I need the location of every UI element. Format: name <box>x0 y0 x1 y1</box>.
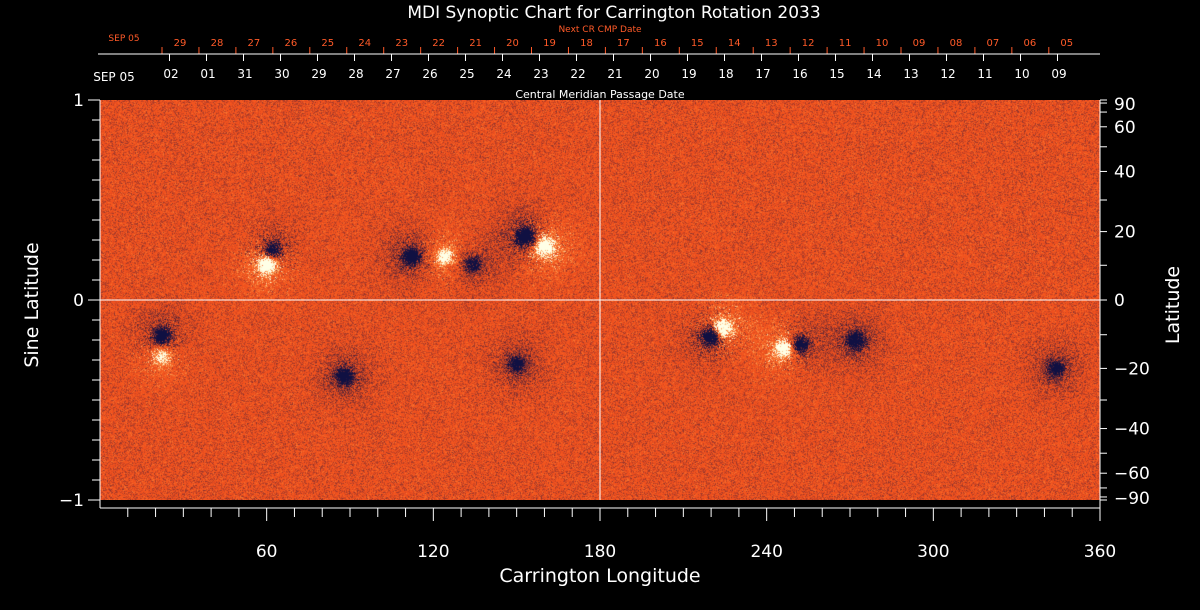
chart-title: MDI Synoptic Chart for Carrington Rotati… <box>407 3 820 23</box>
cmp-date-label: 26 <box>422 67 437 81</box>
next-cmp-date-label: 18 <box>580 38 593 49</box>
next-cmp-date-label: 20 <box>506 38 519 49</box>
cmp-axis-title: Central Meridian Passage Date <box>515 88 684 101</box>
cmp-date-label: 24 <box>496 67 511 81</box>
next-cmp-date-label: 11 <box>839 38 852 49</box>
cmp-date-label: 28 <box>348 67 363 81</box>
cmp-date-label: 22 <box>570 67 585 81</box>
cmp-date-label: 29 <box>311 67 326 81</box>
cmp-date-label: 02 <box>163 67 178 81</box>
next-cmp-date-label: 14 <box>728 38 741 49</box>
cmp-date-label: 20 <box>644 67 659 81</box>
next-cmp-date-label: 26 <box>284 38 297 49</box>
next-cmp-date-label: 25 <box>321 38 334 49</box>
cmp-date-label: 23 <box>533 67 548 81</box>
cmp-date-label: 19 <box>681 67 696 81</box>
next-cmp-date-label: 17 <box>617 38 630 49</box>
next-cmp-date-label: 13 <box>765 38 778 49</box>
y-right-tick-label: 20 <box>1114 223 1136 243</box>
next-cmp-date-label: 22 <box>432 38 445 49</box>
next-cmp-date-label: 15 <box>691 38 704 49</box>
y-right-tick-label: −60 <box>1114 464 1150 484</box>
cmp-date-label: 15 <box>829 67 844 81</box>
cmp-date-label: 17 <box>755 67 770 81</box>
cmp-date-label: 31 <box>237 67 252 81</box>
cmp-date-label: 25 <box>459 67 474 81</box>
next-cmp-date-label: 10 <box>876 38 889 49</box>
y-left-tick-label: 1 <box>73 91 84 111</box>
y-right-tick-label: −90 <box>1114 489 1150 509</box>
next-cmp-date-label: 23 <box>395 38 408 49</box>
x-axis-label: Carrington Longitude <box>499 565 700 587</box>
cmp-start-label: SEP 05 <box>93 70 135 84</box>
next-cmp-date-label: 27 <box>248 38 261 49</box>
cmp-date-label: 18 <box>718 67 733 81</box>
x-tick-label: 120 <box>417 542 449 562</box>
x-tick-label: 240 <box>750 542 782 562</box>
x-tick-label: 300 <box>917 542 949 562</box>
cmp-axis: 02 01 31 30 29 28 27 26 25 24 23 22 21 20 19 18 17 16 15 14… <box>98 53 1100 81</box>
cmp-date-label: 16 <box>792 67 807 81</box>
y-right-tick-label: 90 <box>1114 95 1136 115</box>
next-cmp-date-label: 29 <box>174 38 187 49</box>
x-tick-label: 60 <box>256 542 278 562</box>
cmp-date-label: 21 <box>607 67 622 81</box>
x-tick-label: 360 <box>1084 542 1116 562</box>
cmp-date-label: 11 <box>977 67 992 81</box>
next-cmp-date-label: 07 <box>987 38 1000 49</box>
cmp-date-label: 30 <box>274 67 289 81</box>
cmp-date-label: 01 <box>200 67 215 81</box>
next-cmp-date-label: 06 <box>1023 38 1036 49</box>
next-cmp-date-label: 24 <box>358 38 371 49</box>
next-cmp-date-label: 21 <box>469 38 482 49</box>
cmp-date-label: 27 <box>385 67 400 81</box>
y-right-tick-label: 40 <box>1114 162 1136 182</box>
axes: 60 120 180 240 300 360 1 0 −1 90 60 40 20 0 −20 −40 −60 −… <box>59 91 1150 562</box>
next-cmp-date-label: 09 <box>913 38 926 49</box>
cmp-date-label: 09 <box>1051 67 1066 81</box>
cmp-date-label: 14 <box>866 67 881 81</box>
next-cmp-axis: 29 28 27 26 25 24 23 22 21 20 19 18 17 16 15 14 13 12 11 10… <box>98 38 1100 55</box>
y-left-tick-label: −1 <box>59 491 84 511</box>
crosshair <box>100 100 1100 500</box>
y-right-tick-label: −20 <box>1114 359 1150 379</box>
next-cmp-axis-title: Next CR CMP Date <box>558 25 642 35</box>
x-tick-label: 180 <box>584 542 616 562</box>
next-cmp-date-label: 28 <box>211 38 224 49</box>
cmp-date-label: 10 <box>1014 67 1029 81</box>
y-left-tick-label: 0 <box>73 291 84 311</box>
y-right-tick-label: 0 <box>1114 291 1125 311</box>
cmp-date-label: 12 <box>940 67 955 81</box>
y-right-tick-label: 60 <box>1114 118 1136 138</box>
y-right-tick-label: −40 <box>1114 420 1150 440</box>
next-cmp-date-label: 19 <box>543 38 556 49</box>
cmp-date-label: 13 <box>903 67 918 81</box>
next-cmp-date-label: 08 <box>950 38 963 49</box>
next-cmp-start-label: SEP 05 <box>108 34 139 44</box>
next-cmp-date-label: 05 <box>1060 38 1073 49</box>
next-cmp-date-label: 16 <box>654 38 667 49</box>
y-axis-label-left: Sine Latitude <box>21 242 43 367</box>
y-axis-label-right: Latitude <box>1162 266 1184 344</box>
next-cmp-date-label: 12 <box>802 38 815 49</box>
